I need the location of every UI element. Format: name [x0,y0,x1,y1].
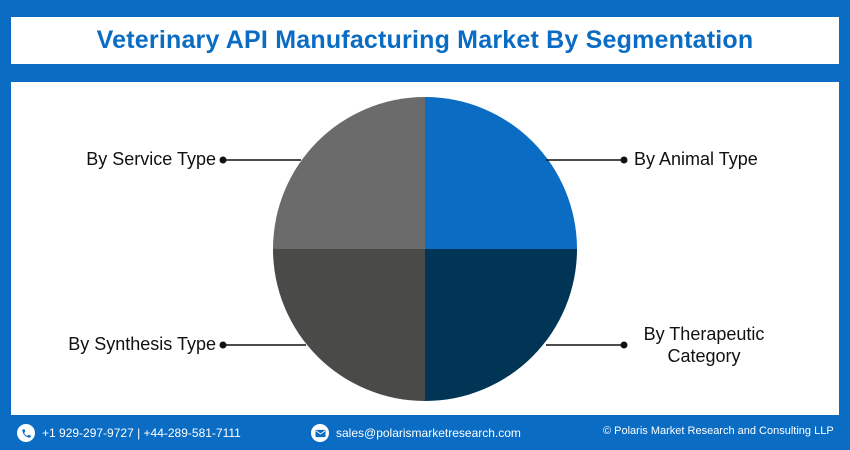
email-icon [311,424,329,442]
footer-copyright: © Polaris Market Research and Consulting… [603,425,834,437]
footer-email-link[interactable]: sales@polarismarketresearch.com [336,426,521,440]
title-bar: Veterinary API Manufacturing Market By S… [11,17,839,64]
label-therapeutic-category: By Therapeutic Category [629,323,779,367]
label-animal-type: By Animal Type [634,149,758,169]
footer-phone: +1 929-297-9727 | +44-289-581-7111 [17,424,241,442]
label-therapeutic-line2: Category [667,346,741,366]
pie-slice-animal-type [425,97,577,249]
label-synthesis-type: By Synthesis Type [68,334,216,354]
segmentation-pie-diagram [219,97,628,401]
segmentation-panel: By Animal Type By Therapeutic Category B… [11,82,839,415]
pie-slice-therapeutic-category [425,249,577,401]
label-therapeutic-line1: By Therapeutic [643,324,765,344]
label-service-type: By Service Type [86,149,216,169]
footer-phone-text: +1 929-297-9727 | +44-289-581-7111 [42,426,241,440]
phone-icon [17,424,35,442]
connector-dot-therapeutic-category [620,341,628,349]
pie-slice-synthesis-type [273,249,425,401]
connector-dot-service-type [219,156,227,164]
page-title: Veterinary API Manufacturing Market By S… [96,26,754,54]
footer-email: sales@polarismarketresearch.com [311,424,521,442]
connector-dot-animal-type [620,156,628,164]
footer: +1 929-297-9727 | +44-289-581-7111 sales… [0,418,850,450]
connector-dot-synthesis-type [219,341,227,349]
footer-copyright-text: © Polaris Market Research and Consulting… [603,425,834,437]
pie-slice-service-type [273,97,425,249]
